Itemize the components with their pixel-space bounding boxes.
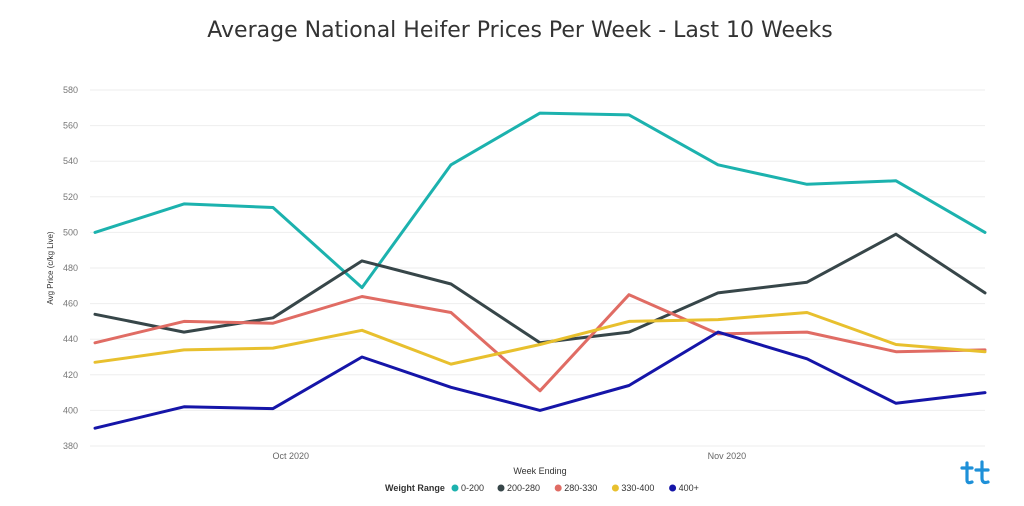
- series-line-400plus: [93, 330, 987, 430]
- y-tick-label: 400: [63, 405, 78, 415]
- legend-marker: [669, 484, 677, 492]
- y-tick-label: 560: [63, 121, 78, 131]
- legend-label: 0-200: [461, 483, 484, 493]
- x-tick-label: Nov 2020: [708, 451, 747, 461]
- x-tick-label: Oct 2020: [273, 451, 310, 461]
- legend-title: Weight Range: [385, 483, 445, 493]
- series-line-280-330: [93, 293, 987, 393]
- brand-logo-icon: [960, 460, 990, 485]
- legend-marker: [451, 484, 459, 492]
- series-line-200-280: [93, 232, 987, 345]
- y-tick-label: 460: [63, 299, 78, 309]
- legend-label: 280-330: [564, 483, 597, 493]
- series-line-330-400: [93, 311, 987, 366]
- legend-label: 200-280: [507, 483, 540, 493]
- legend-marker: [611, 484, 619, 492]
- y-tick-label: 440: [63, 334, 78, 344]
- series-line-0-200: [93, 111, 987, 290]
- y-tick-label: 500: [63, 227, 78, 237]
- legend-marker: [497, 484, 505, 492]
- legend-marker: [554, 484, 562, 492]
- y-axis-title: Avg Price (c/kg Live): [46, 231, 55, 305]
- legend-label: 400+: [679, 483, 699, 493]
- y-tick-label: 520: [63, 192, 78, 202]
- y-tick-label: 580: [63, 85, 78, 95]
- y-tick-label: 420: [63, 370, 78, 380]
- x-axis-title: Week Ending: [513, 466, 566, 476]
- y-tick-label: 540: [63, 156, 78, 166]
- legend-label: 330-400: [621, 483, 654, 493]
- chart-title: Average National Heifer Prices Per Week …: [207, 18, 833, 43]
- y-tick-label: 480: [63, 263, 78, 273]
- y-tick-label: 380: [63, 441, 78, 451]
